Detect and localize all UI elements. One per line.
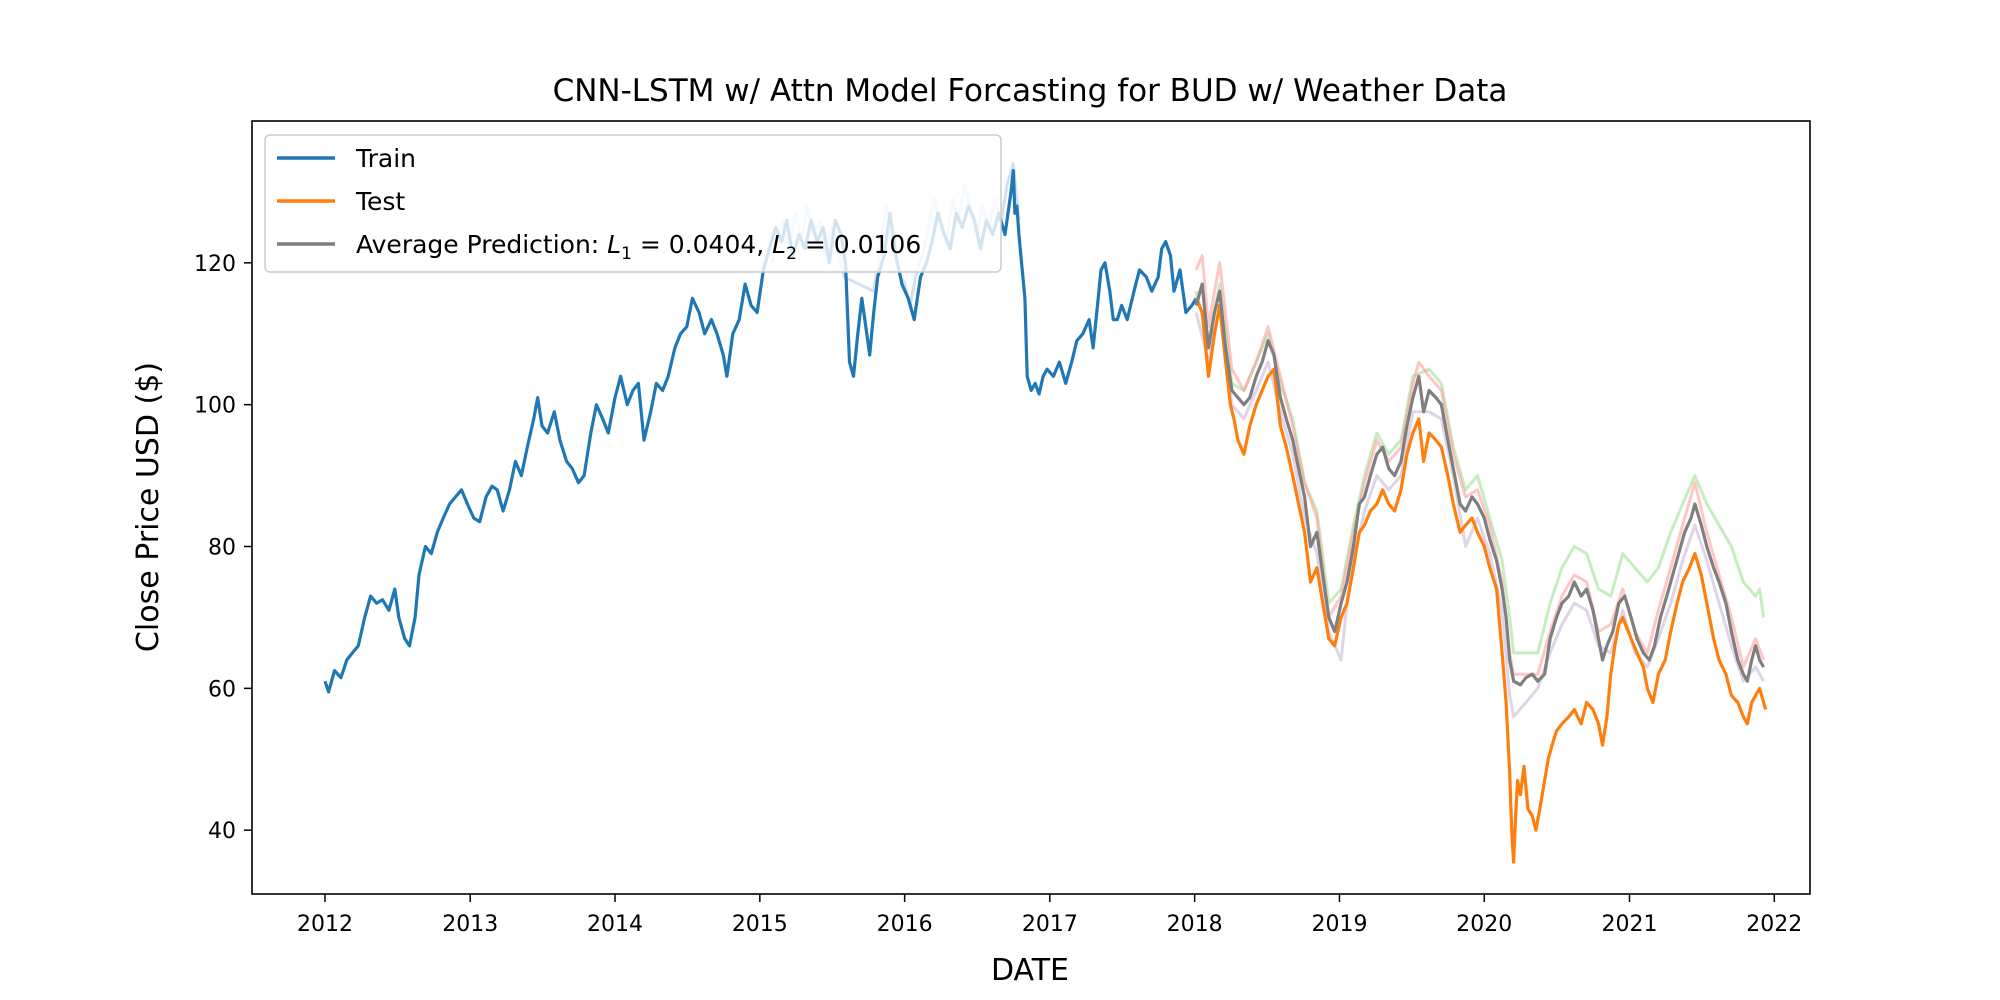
legend-label-test: Test <box>355 187 405 216</box>
x-tick-label-2014: 2014 <box>587 912 643 937</box>
legend-label-train: Train <box>355 144 416 173</box>
x-axis-title: DATE <box>991 953 1069 988</box>
legend-l2-subscript: 2 <box>786 244 797 264</box>
x-tick-label-2017: 2017 <box>1022 912 1078 937</box>
y-tick-label-60: 60 <box>208 677 236 702</box>
faint-prediction-line-4 <box>1194 303 1765 719</box>
legend-l2-symbol: L <box>772 230 786 259</box>
series-line-test <box>1194 297 1768 864</box>
y-tick-label-100: 100 <box>194 394 236 419</box>
legend-l1-symbol: L <box>607 230 621 259</box>
chart-title: CNN-LSTM w/ Attn Model Forcasting for BU… <box>553 73 1508 109</box>
x-tick-label-2012: 2012 <box>297 912 353 937</box>
legend-l2-value: = 0.0106 <box>797 230 921 259</box>
legend: Train Test Average Prediction: L1 = 0.04… <box>264 134 1002 273</box>
x-tick-label-2018: 2018 <box>1167 912 1223 937</box>
x-tick-label-2016: 2016 <box>877 912 933 937</box>
legend-box <box>264 134 1002 273</box>
y-tick-label-80: 80 <box>208 536 236 561</box>
legend-avg-prefix: Average Prediction: <box>356 230 607 259</box>
y-tick-label-120: 120 <box>194 252 236 277</box>
x-tick-label-2015: 2015 <box>732 912 788 937</box>
y-axis: 40 60 80 100 120 <box>194 252 252 844</box>
x-tick-label-2022: 2022 <box>1746 912 1802 937</box>
series-line-average-prediction <box>1194 282 1765 687</box>
x-tick-label-2020: 2020 <box>1456 912 1512 937</box>
y-tick-label-40: 40 <box>208 819 236 844</box>
y-axis-title: Close Price USD ($) <box>131 362 166 652</box>
x-tick-label-2019: 2019 <box>1311 912 1367 937</box>
legend-l1-value: = 0.0404, <box>632 230 772 259</box>
x-tick-label-2013: 2013 <box>442 912 498 937</box>
legend-label-average-prediction: Average Prediction: L1 = 0.0404, L2 = 0.… <box>356 230 921 264</box>
x-axis: 2012 2013 2014 2015 2016 2017 2018 2019 2020 2021… <box>297 894 1802 937</box>
legend-l1-subscript: 1 <box>621 244 632 264</box>
x-tick-label-2021: 2021 <box>1601 912 1657 937</box>
plot-frame <box>251 120 1811 895</box>
